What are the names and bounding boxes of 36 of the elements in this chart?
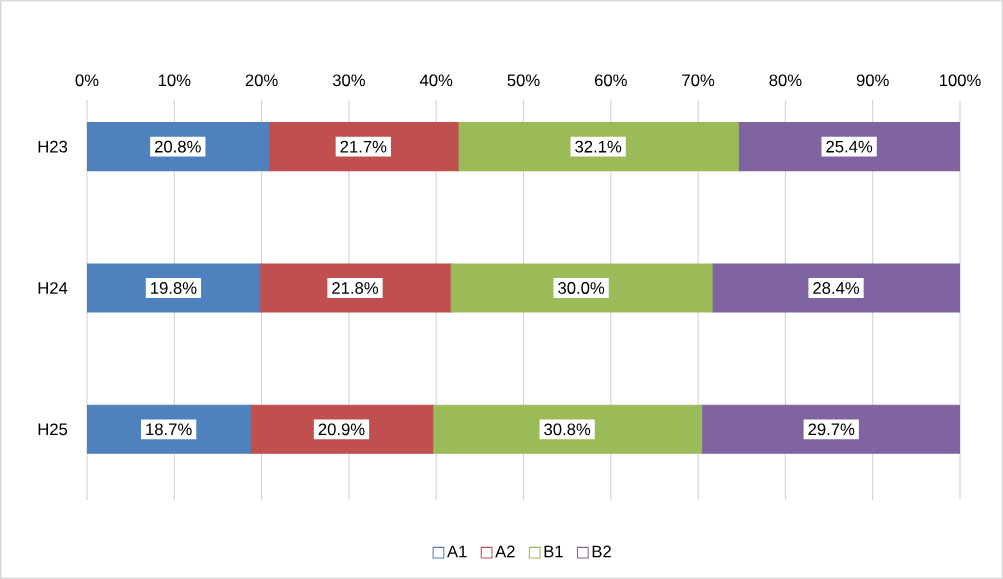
legend-label: A1 [447,545,467,558]
data-label: 21.7% [340,140,387,153]
x-tick-label: 100% [939,74,981,87]
bar [432,404,703,454]
x-tick-label: 90% [856,74,889,87]
legend-label: A2 [495,545,515,558]
data-label: 20.9% [318,423,365,436]
legend-label: B1 [544,545,563,558]
data-label: 29.7% [808,423,855,436]
data-label: 18.7% [146,423,192,436]
bar [249,404,434,454]
x-tick-label: 30% [332,74,365,87]
data-label: 30.0% [558,282,605,294]
bar [268,122,459,172]
data-label: 25.4% [826,140,873,153]
x-tick-label: 0% [75,74,99,87]
x-tick-label: 10% [158,74,191,87]
bar [457,122,739,172]
data-label: 20.8% [155,140,201,153]
x-tick-label: 40% [419,74,453,87]
y-tick-label: H23 [38,140,68,153]
x-tick-label: 70% [682,74,715,87]
y-tick-label: H25 [38,423,68,436]
x-tick-label: 20% [245,74,278,87]
x-tick-label: 80% [769,74,802,87]
data-label: 28.4% [813,282,860,294]
y-tick-label: H24 [38,282,68,294]
bar [449,263,713,313]
x-tick-label: 60% [594,74,627,87]
bar [259,263,451,313]
legend-label: B2 [592,545,611,558]
data-label: 32.1% [575,140,622,153]
x-tick-label: 50% [507,74,540,87]
data-label: 19.8% [151,282,197,294]
data-label: 21.8% [332,282,379,294]
data-label: 30.8% [544,423,591,436]
